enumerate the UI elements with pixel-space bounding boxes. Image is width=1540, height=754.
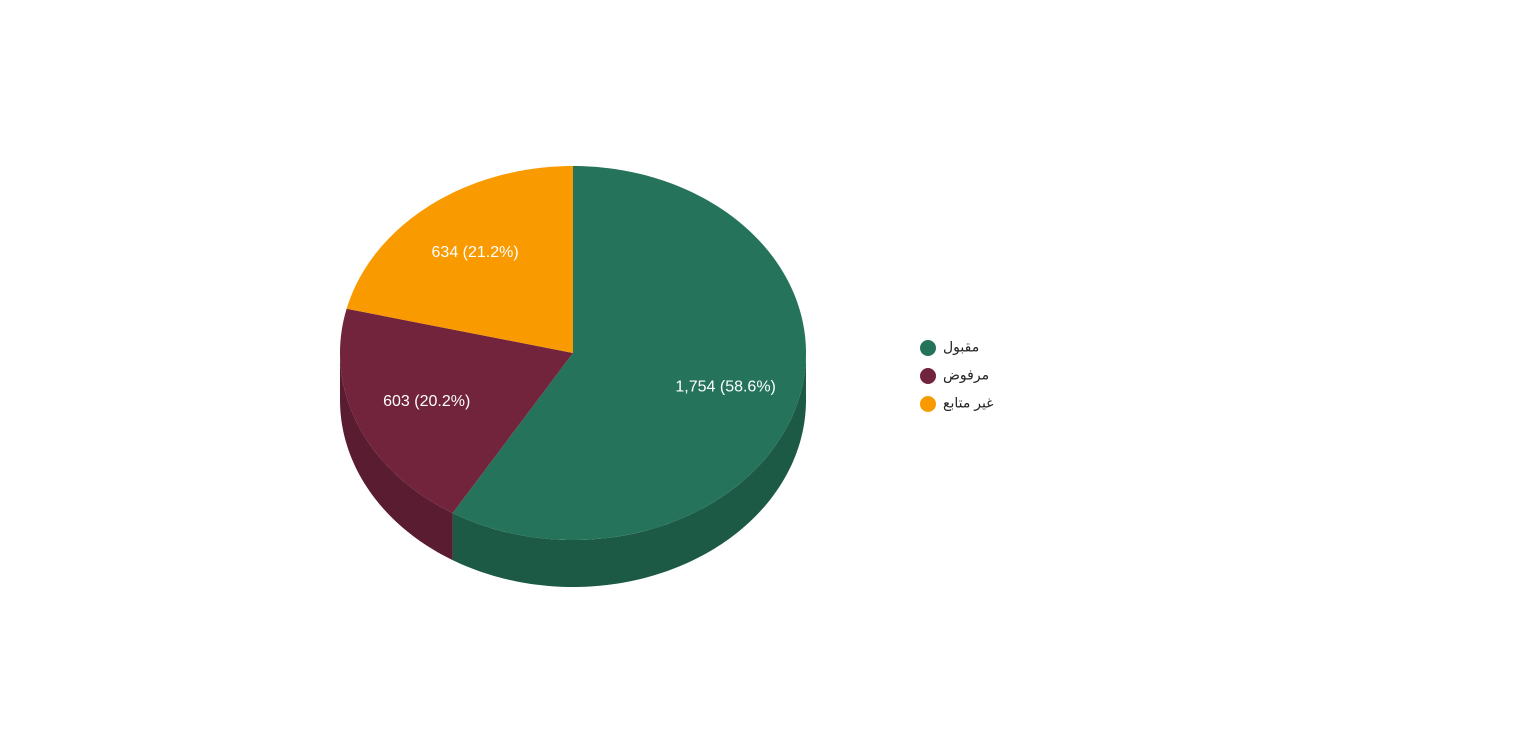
legend-swatch [920, 340, 936, 356]
legend-label: مرفوض [943, 367, 989, 384]
value-label: 634 (21.2%) [432, 244, 519, 261]
legend-swatch [920, 396, 936, 412]
value-label: 1,754 (58.6%) [675, 378, 776, 395]
value-label: 603 (20.2%) [383, 393, 470, 410]
legend-label: مقبول [943, 339, 979, 356]
legend-label: غير متابع [943, 395, 994, 412]
slice-side [452, 353, 806, 587]
slice-side [340, 353, 453, 561]
legend-swatch [920, 368, 936, 384]
slice [452, 166, 806, 540]
slice [346, 166, 573, 353]
slice [340, 308, 573, 514]
